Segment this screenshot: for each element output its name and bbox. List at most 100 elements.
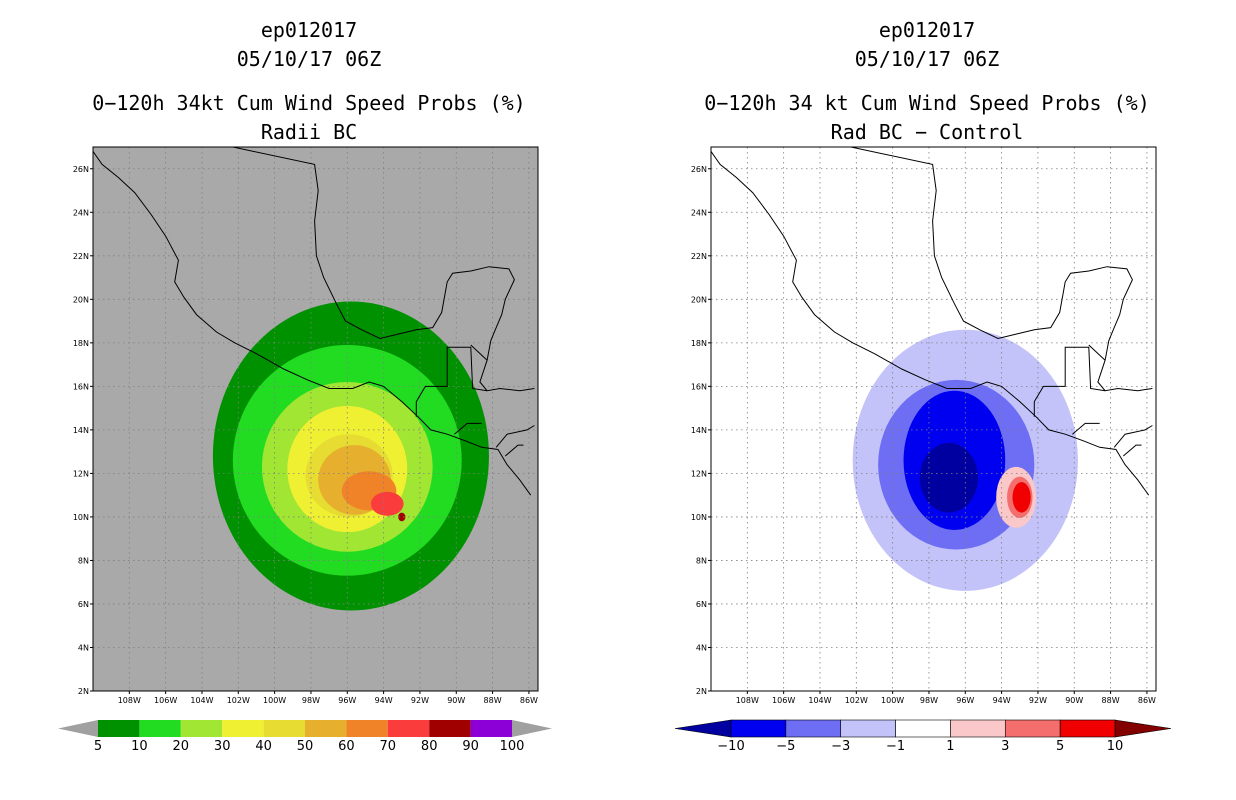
x-tick-label: 94W — [993, 696, 1011, 705]
colorbar-box — [429, 720, 471, 737]
colorbar-box — [895, 719, 951, 738]
colorbar-label: 100 — [500, 739, 525, 754]
x-tick-label: 86W — [1138, 696, 1156, 705]
x-tick-label: 100W — [881, 696, 904, 705]
y-tick-label: 12N — [691, 469, 707, 478]
datetime: 05/10/17 06Z — [236, 47, 382, 71]
y-tick-label: 8N — [78, 556, 89, 565]
country-border — [1088, 344, 1106, 361]
y-tick-label: 10N — [73, 513, 89, 522]
pacific-coastline — [93, 151, 532, 496]
x-tick-label: 92W — [1029, 696, 1047, 705]
x-tick-label: 100W — [263, 696, 286, 705]
storm-id: ep012017 — [878, 18, 976, 42]
colorbar: 5 10 20 30 40 50 60 70 80 90 100 — [58, 720, 552, 754]
colorbar-label: −1 — [886, 739, 905, 754]
map-frame — [710, 146, 1157, 692]
x-tick-label: 106W — [772, 696, 795, 705]
colorbar-label: 1 — [946, 739, 954, 754]
colorbar-label: 50 — [297, 739, 314, 754]
colorbar-box — [840, 719, 896, 738]
y-tick-label: 18N — [73, 339, 89, 348]
colorbar-low-arrow — [58, 720, 98, 737]
colorbar-high-arrow — [1114, 719, 1172, 738]
colorbar-box — [1059, 719, 1116, 738]
contour-neg10 — [919, 442, 978, 513]
y-tick-label: 16N — [73, 382, 89, 391]
y-tick-label: 4N — [696, 643, 707, 652]
colorbar-label: −5 — [776, 739, 795, 754]
colorbar-box — [1004, 719, 1061, 738]
y-tick-label: 14N — [73, 426, 89, 435]
colorbar-box — [470, 720, 512, 737]
country-border — [415, 346, 488, 417]
country-border — [1033, 346, 1106, 417]
y-tick-label: 12N — [73, 469, 89, 478]
country-border — [470, 344, 488, 361]
colorbar-label: 40 — [255, 739, 272, 754]
x-tick-label: 102W — [845, 696, 868, 705]
wind-prob-difference-map: 108W 106W 104W 102W 100W 98W 96W 94W 92W 90W 88W 86… — [674, 146, 1172, 754]
colorbar-label: −3 — [831, 739, 850, 754]
x-tick-label: 92W — [411, 696, 429, 705]
colorbar-box — [98, 720, 140, 737]
y-tick-label: 16N — [691, 382, 707, 391]
x-tick-label: 88W — [484, 696, 502, 705]
x-tick-label: 96W — [956, 696, 974, 705]
y-tick-label: 4N — [78, 643, 89, 652]
x-tick-label: 108W — [118, 696, 141, 705]
contour-80 — [398, 512, 406, 522]
colorbar-box — [180, 720, 223, 737]
x-tick-label: 94W — [375, 696, 393, 705]
gulf-coastline — [232, 147, 535, 392]
colorbar-label: 20 — [173, 739, 190, 754]
colorbar-high-arrow — [512, 720, 552, 737]
x-tick-label: 104W — [808, 696, 831, 705]
colorbar-box — [222, 720, 264, 737]
x-tick-label: 106W — [154, 696, 177, 705]
colorbar-label: 60 — [338, 739, 355, 754]
chart-title: 0−120h 34kt Cum Wind Speed Probs (%) — [92, 91, 526, 115]
y-tick-label: 24N — [73, 208, 89, 217]
x-tick-label: 88W — [1102, 696, 1120, 705]
chart-subtitle: Radii BC — [260, 120, 358, 144]
x-tick-label: 98W — [920, 696, 938, 705]
y-tick-label: 8N — [696, 556, 707, 565]
y-tick-label: 20N — [73, 295, 89, 304]
colorbar-label: 90 — [462, 739, 479, 754]
map-layer — [93, 147, 538, 691]
country-border — [1113, 425, 1153, 448]
country-border — [495, 425, 535, 448]
colorbar-label: 80 — [421, 739, 438, 754]
country-border — [1122, 444, 1142, 457]
x-tick-label: 90W — [1065, 696, 1083, 705]
chart-title: 0−120h 34 kt Cum Wind Speed Probs (%) — [704, 91, 1150, 115]
colorbar: −10 −5 −3 −1 1 3 5 10 — [674, 719, 1172, 754]
x-tick-label: 96W — [338, 696, 356, 705]
datetime: 05/10/17 06Z — [854, 47, 1000, 71]
country-border — [1072, 422, 1100, 435]
colorbar-box — [730, 719, 787, 738]
colorbar-box — [950, 719, 1006, 738]
y-tick-label: 6N — [78, 600, 89, 609]
y-tick-label: 24N — [691, 208, 707, 217]
contour-5 — [1012, 482, 1031, 513]
y-tick-label: 26N — [73, 165, 89, 174]
colorbar-low-arrow — [674, 719, 732, 738]
colorbar-label: 5 — [1056, 739, 1064, 754]
colorbar-box — [785, 719, 842, 738]
y-tick-label: 2N — [696, 687, 707, 696]
colorbar-box — [263, 720, 305, 737]
panel-difference: ep012017 05/10/17 06Z 0−120h 34 kt Cum W… — [618, 0, 1236, 800]
y-tick-label: 18N — [691, 339, 707, 348]
y-tick-label: 6N — [696, 600, 707, 609]
country-border — [504, 444, 524, 457]
storm-id: ep012017 — [260, 18, 358, 42]
gulf-coastline — [850, 147, 1153, 392]
y-tick-label: 10N — [691, 513, 707, 522]
colorbar-label: 3 — [1001, 739, 1009, 754]
pacific-coastline — [711, 151, 1150, 496]
y-tick-label: 14N — [691, 426, 707, 435]
colorbar-label: 10 — [1107, 739, 1124, 754]
x-tick-label: 108W — [736, 696, 759, 705]
